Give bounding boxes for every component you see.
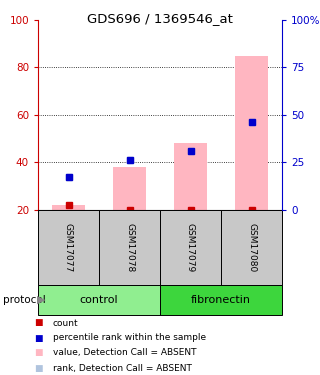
Text: count: count (53, 318, 78, 327)
Bar (99, 210, 160, 285)
Text: ■: ■ (34, 348, 43, 357)
Text: percentile rank within the sample: percentile rank within the sample (53, 333, 206, 342)
Text: GSM17078: GSM17078 (125, 223, 134, 272)
Text: control: control (80, 295, 118, 305)
Text: ■: ■ (34, 318, 43, 327)
Text: ▶: ▶ (37, 295, 45, 305)
Text: ■: ■ (34, 333, 43, 342)
Bar (160, 285, 282, 315)
Text: GSM17079: GSM17079 (186, 223, 195, 272)
Bar (174, 144, 207, 210)
Text: GDS696 / 1369546_at: GDS696 / 1369546_at (87, 12, 233, 25)
Text: GSM17080: GSM17080 (247, 223, 256, 272)
Bar (221, 210, 282, 285)
Bar (38, 210, 99, 285)
Text: GSM17077: GSM17077 (64, 223, 73, 272)
Bar (160, 210, 221, 285)
Bar (235, 56, 268, 210)
Text: fibronectin: fibronectin (191, 295, 251, 305)
Text: protocol: protocol (3, 295, 46, 305)
Bar (38, 285, 160, 315)
Text: ■: ■ (34, 363, 43, 372)
Bar (113, 167, 146, 210)
Text: rank, Detection Call = ABSENT: rank, Detection Call = ABSENT (53, 363, 192, 372)
Text: value, Detection Call = ABSENT: value, Detection Call = ABSENT (53, 348, 196, 357)
Bar (52, 205, 85, 210)
